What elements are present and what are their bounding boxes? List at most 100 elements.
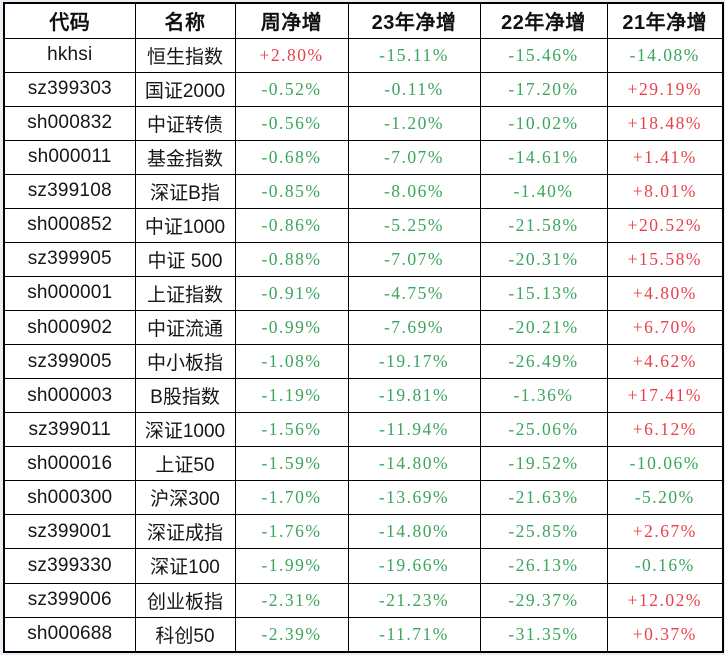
value-cell: +12.02% <box>606 582 724 618</box>
code-cell: sz399303 <box>3 71 136 107</box>
value-cell: -8.06% <box>347 173 481 209</box>
table-row: sz399330 深证100 -1.99% -19.66% -26.13% -0.16% <box>3 548 724 584</box>
table-row: sh000902 中证流通 -0.99% -7.69% -20.21% +6.70% <box>3 309 724 346</box>
value-cell: -10.02% <box>479 105 608 141</box>
value-cell: -14.08% <box>606 37 724 73</box>
value-cell: +15.58% <box>606 241 724 277</box>
name-cell: 深证B指 <box>134 173 236 209</box>
value-cell: -2.31% <box>234 582 349 618</box>
code-cell: hkhsi <box>3 37 136 73</box>
value-cell: -1.36% <box>479 378 608 414</box>
value-cell: -0.99% <box>234 309 349 346</box>
value-cell: +2.67% <box>606 514 724 550</box>
value-cell: +0.37% <box>606 616 724 653</box>
value-cell: -20.21% <box>479 309 608 346</box>
name-cell: B股指数 <box>134 378 236 414</box>
value-cell: +29.19% <box>606 71 724 107</box>
value-cell: -21.58% <box>479 207 608 243</box>
value-cell: +2.80% <box>234 37 349 73</box>
value-cell: -0.85% <box>234 173 349 209</box>
value-cell: -25.85% <box>479 514 608 550</box>
value-cell: -1.99% <box>234 548 349 584</box>
value-cell: -1.56% <box>234 412 349 448</box>
col-header-name: 名称 <box>134 2 236 39</box>
value-cell: -4.75% <box>347 275 481 312</box>
name-cell: 中小板指 <box>134 344 236 380</box>
code-cell: sz399006 <box>3 582 136 618</box>
value-cell: -1.19% <box>234 378 349 414</box>
code-cell: sz399005 <box>3 344 136 380</box>
value-cell: +4.80% <box>606 275 724 312</box>
name-cell: 科创50 <box>134 616 236 653</box>
col-header-2023-change: 23年净增 <box>347 2 481 39</box>
table-row: sz399303 国证2000 -0.52% -0.11% -17.20% +29.19% <box>3 71 724 107</box>
code-cell: sz399330 <box>3 548 136 584</box>
code-cell: sh000902 <box>3 309 136 346</box>
table-row: sz399011 深证1000 -1.56% -11.94% -25.06% +6.12% <box>3 412 724 448</box>
name-cell: 中证 500 <box>134 241 236 277</box>
value-cell: +4.62% <box>606 344 724 380</box>
table-row: sz399905 中证 500 -0.88% -7.07% -20.31% +15.58% <box>3 241 724 277</box>
table-row: sz399001 深证成指 -1.76% -14.80% -25.85% +2.67% <box>3 514 724 550</box>
value-cell: -5.20% <box>606 480 724 516</box>
header-row: 代码 名称 周净增 23年净增 22年净增 21年净增 <box>3 2 724 39</box>
table-header: 代码 名称 周净增 23年净增 22年净增 21年净增 <box>3 2 724 39</box>
value-cell: +6.70% <box>606 309 724 346</box>
code-cell: sh000016 <box>3 446 136 482</box>
value-cell: -31.35% <box>479 616 608 653</box>
value-cell: -26.49% <box>479 344 608 380</box>
name-cell: 沪深300 <box>134 480 236 516</box>
table-row: sh000300 沪深300 -1.70% -13.69% -21.63% -5.20% <box>3 480 724 516</box>
code-cell: sh000003 <box>3 378 136 414</box>
name-cell: 恒生指数 <box>134 37 236 73</box>
value-cell: -15.11% <box>347 37 481 73</box>
value-cell: -17.20% <box>479 71 608 107</box>
value-cell: -0.52% <box>234 71 349 107</box>
value-cell: -0.56% <box>234 105 349 141</box>
col-header-code: 代码 <box>3 2 136 39</box>
value-cell: -0.86% <box>234 207 349 243</box>
value-cell: -1.08% <box>234 344 349 380</box>
value-cell: -7.69% <box>347 309 481 346</box>
value-cell: -21.23% <box>347 582 481 618</box>
code-cell: sh000852 <box>3 207 136 243</box>
code-cell: sh000011 <box>3 139 136 175</box>
name-cell: 中证1000 <box>134 207 236 243</box>
value-cell: -7.07% <box>347 139 481 175</box>
index-performance-table: 代码 名称 周净增 23年净增 22年净增 21年净增 hkhsi 恒生指数 +2.… <box>3 2 724 653</box>
value-cell: -1.40% <box>479 173 608 209</box>
code-cell: sz399108 <box>3 173 136 209</box>
value-cell: -25.06% <box>479 412 608 448</box>
value-cell: -19.66% <box>347 548 481 584</box>
name-cell: 国证2000 <box>134 71 236 107</box>
value-cell: -2.39% <box>234 616 349 653</box>
code-cell: sh000300 <box>3 480 136 516</box>
value-cell: -19.17% <box>347 344 481 380</box>
value-cell: -20.31% <box>479 241 608 277</box>
table-row: sh000852 中证1000 -0.86% -5.25% -21.58% +20.52% <box>3 207 724 243</box>
table-row: sz399108 深证B指 -0.85% -8.06% -1.40% +8.01% <box>3 173 724 209</box>
table-row: sh000001 上证指数 -0.91% -4.75% -15.13% +4.80% <box>3 275 724 312</box>
value-cell: +8.01% <box>606 173 724 209</box>
value-cell: -15.13% <box>479 275 608 312</box>
name-cell: 深证100 <box>134 548 236 584</box>
table-row: sh000003 B股指数 -1.19% -19.81% -1.36% +17.41% <box>3 378 724 414</box>
value-cell: +1.41% <box>606 139 724 175</box>
code-cell: sz399011 <box>3 412 136 448</box>
value-cell: -19.52% <box>479 446 608 482</box>
name-cell: 深证成指 <box>134 514 236 550</box>
table-row: sz399005 中小板指 -1.08% -19.17% -26.49% +4.62% <box>3 344 724 380</box>
value-cell: -11.94% <box>347 412 481 448</box>
name-cell: 中证流通 <box>134 309 236 346</box>
value-cell: -21.63% <box>479 480 608 516</box>
value-cell: -1.76% <box>234 514 349 550</box>
value-cell: -14.61% <box>479 139 608 175</box>
value-cell: -0.68% <box>234 139 349 175</box>
value-cell: -11.71% <box>347 616 481 653</box>
value-cell: +20.52% <box>606 207 724 243</box>
value-cell: -0.88% <box>234 241 349 277</box>
code-cell: sz399001 <box>3 514 136 550</box>
name-cell: 基金指数 <box>134 139 236 175</box>
table-row: sh000011 基金指数 -0.68% -7.07% -14.61% +1.41% <box>3 139 724 175</box>
code-cell: sh000832 <box>3 105 136 141</box>
